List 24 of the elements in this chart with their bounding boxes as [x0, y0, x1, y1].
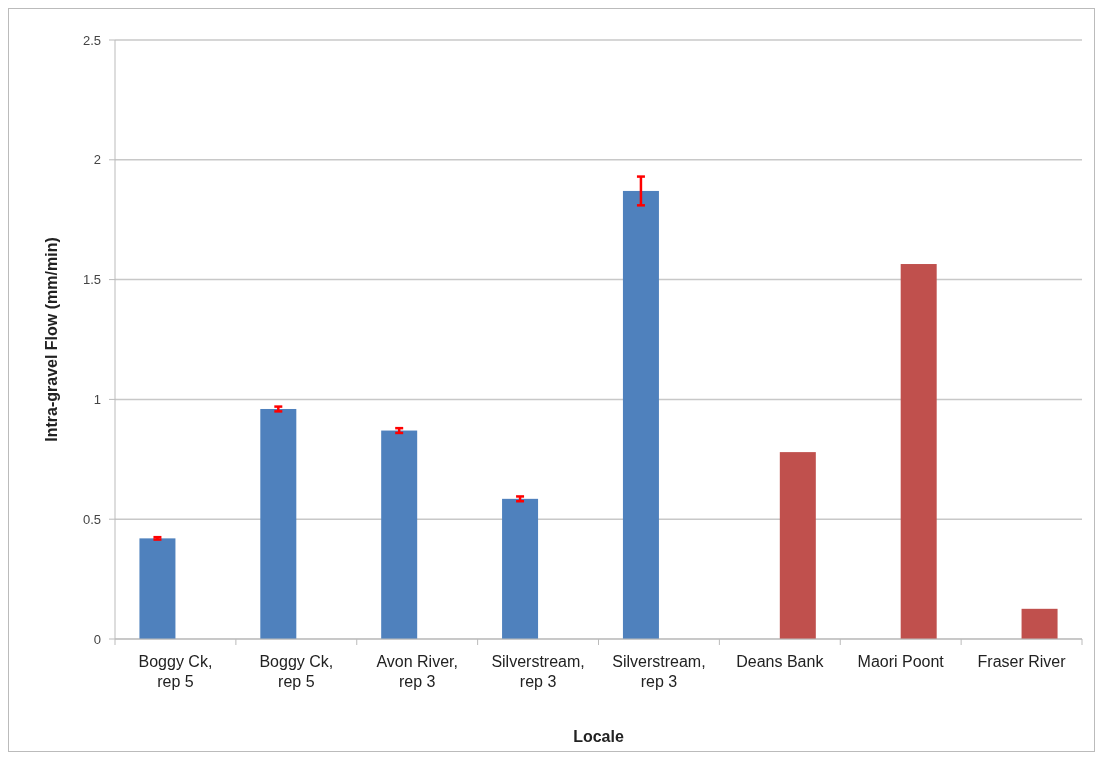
- y-tick-label: 2: [93, 152, 101, 168]
- y-tick-label: 2.5: [82, 32, 101, 48]
- bar: [622, 190, 659, 639]
- bar: [502, 498, 539, 639]
- x-tick-label: Deans Bank: [736, 653, 825, 670]
- x-tick-label: Maori Poont: [857, 653, 945, 670]
- y-axis-title: Intra-gravel Flow (mm/min): [43, 237, 60, 442]
- bar: [139, 538, 176, 639]
- x-tick-label: Boggy Ck, rep 5: [259, 653, 334, 690]
- x-tick-label: Fraser River: [977, 653, 1067, 670]
- bar: [900, 264, 937, 639]
- x-tick-label: Silverstream, rep 3: [612, 653, 706, 690]
- y-tick-label: 0.5: [82, 511, 101, 527]
- x-tick-label: Silverstream, rep 3: [491, 653, 585, 690]
- x-axis-title: Locale: [573, 728, 624, 745]
- y-tick-label: 0: [93, 631, 101, 647]
- x-tick-label: Avon River, rep 3: [376, 653, 458, 690]
- bar: [1021, 608, 1058, 639]
- x-tick-label: Boggy Ck, rep 5: [138, 653, 213, 690]
- bar: [260, 408, 297, 639]
- y-tick-label: 1.5: [82, 272, 101, 288]
- bar: [779, 452, 816, 639]
- y-tick-label: 1: [93, 391, 101, 407]
- bar: [381, 430, 418, 639]
